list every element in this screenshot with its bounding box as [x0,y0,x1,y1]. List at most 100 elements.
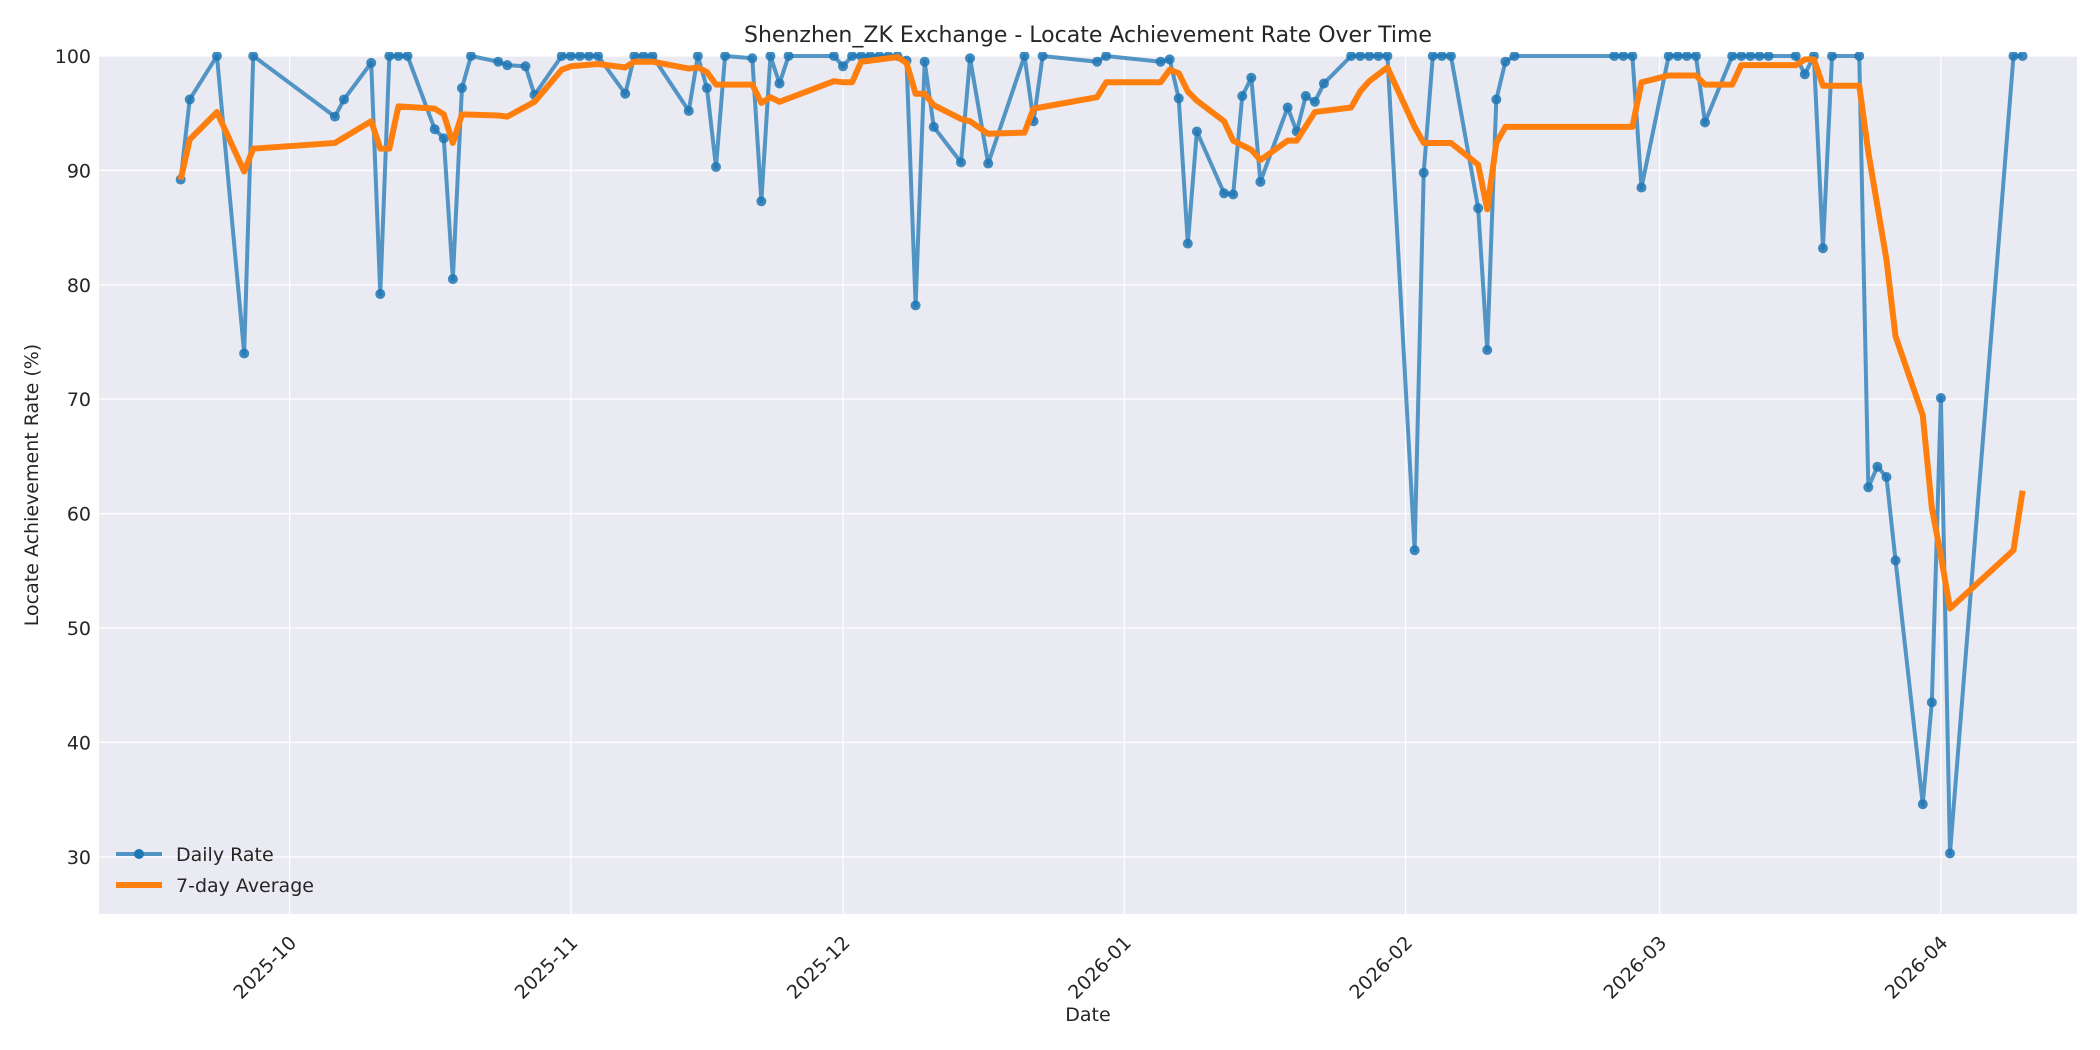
y-tick-label: 100 [55,46,91,68]
data-point-daily-rate [955,157,966,168]
data-point-daily-rate [720,52,731,61]
data-point-daily-rate [1382,52,1393,61]
data-point-daily-rate [1364,52,1375,61]
data-point-daily-rate [1681,52,1692,61]
data-point-daily-rate [1745,52,1756,61]
data-point-daily-rate [429,124,440,135]
data-point-daily-rate [2017,52,2028,61]
data-point-daily-rate [701,83,712,94]
data-point-daily-rate [1427,52,1438,61]
data-point-daily-rate [919,56,930,67]
data-point-daily-rate [1872,461,1883,472]
data-point-daily-rate [248,52,259,61]
data-point-daily-rate [765,52,776,61]
data-point-daily-rate [574,52,585,61]
data-point-daily-rate [1754,52,1765,61]
data-point-daily-rate [692,52,703,61]
data-point-daily-rate [1318,78,1329,89]
data-point-daily-rate [1173,93,1184,104]
y-tick-label: 50 [67,618,91,640]
data-point-daily-rate [1037,52,1048,61]
data-point-daily-rate [847,52,858,61]
series-layer [175,52,2028,859]
data-point-daily-rate [402,52,413,61]
data-point-daily-rate [447,274,458,285]
data-point-daily-rate [1191,126,1202,137]
data-point-daily-rate [565,52,576,61]
data-point-daily-rate [1890,555,1901,566]
y-axis-label: Locate Achievement Rate (%) [21,344,43,626]
data-point-daily-rate [1817,243,1828,254]
series-line-7-day-average [177,54,2026,612]
data-point-daily-rate [1763,52,1774,61]
data-point-daily-rate [393,52,404,61]
y-tick-label: 60 [67,504,91,526]
data-point-daily-rate [375,288,386,299]
data-point-daily-rate [456,83,467,94]
data-point-daily-rate [583,52,594,61]
plot-area [99,56,2077,914]
data-point-daily-rate [502,60,513,71]
data-point-daily-rate [384,52,395,61]
data-point-daily-rate [593,52,604,61]
legend-label-7-day-average: 7-day Average [176,875,314,897]
data-point-daily-rate [828,52,839,61]
data-point-daily-rate [1300,91,1311,102]
data-point-daily-rate [983,158,994,169]
data-point-daily-rate [1935,393,1946,404]
data-point-daily-rate [1636,182,1647,193]
y-tick-label: 80 [67,275,91,297]
data-point-daily-rate [1799,69,1810,80]
y-tick-label: 90 [67,160,91,182]
data-point-daily-rate [1736,52,1747,61]
y-tick-label: 30 [67,847,91,869]
data-point-daily-rate [556,52,567,61]
data-point-daily-rate [1491,94,1502,105]
data-point-daily-rate [2008,52,2019,61]
data-point-daily-rate [1164,54,1175,65]
data-point-daily-rate [1881,471,1892,482]
data-point-daily-rate [1355,52,1366,61]
data-point-daily-rate [1246,72,1257,83]
chart-title: Shenzhen_ZK Exchange - Locate Achievemen… [744,23,1432,48]
data-point-daily-rate [1418,167,1429,178]
data-point-daily-rate [1255,176,1266,187]
data-point-daily-rate [783,52,794,61]
data-point-daily-rate [1182,238,1193,249]
data-point-daily-rate [329,111,340,122]
data-point-daily-rate [1917,799,1928,810]
data-point-daily-rate [1863,482,1874,493]
data-point-daily-rate [1727,52,1738,61]
data-point-daily-rate [1409,545,1420,556]
data-point-daily-rate [1228,189,1239,200]
legend: Daily Rate 7-day Average [116,844,314,897]
data-point-daily-rate [1473,203,1484,214]
data-point-daily-rate [1827,52,1838,61]
data-point-daily-rate [239,348,250,359]
data-point-daily-rate [1309,96,1320,107]
data-point-daily-rate [1854,52,1865,61]
data-point-daily-rate [1944,848,1955,859]
data-point-daily-rate [520,61,531,72]
data-point-daily-rate [965,53,976,64]
data-point-daily-rate [1500,56,1511,67]
data-point-daily-rate [710,161,721,172]
data-point-daily-rate [1373,52,1384,61]
y-tick-label: 40 [67,732,91,754]
data-point-daily-rate [1926,697,1937,708]
data-point-daily-rate [1618,52,1629,61]
data-point-daily-rate [620,88,631,99]
data-point-daily-rate [683,105,694,116]
data-point-daily-rate [1219,188,1230,199]
data-point-daily-rate [438,133,449,144]
data-point-daily-rate [1155,56,1166,67]
data-point-daily-rate [466,52,477,61]
data-point-daily-rate [838,61,849,72]
data-point-daily-rate [1282,102,1293,113]
legend-marker-daily-rate [134,849,144,859]
data-point-daily-rate [1609,52,1620,61]
data-point-daily-rate [1663,52,1674,61]
data-point-daily-rate [1790,52,1801,61]
data-point-daily-rate [1690,52,1701,61]
